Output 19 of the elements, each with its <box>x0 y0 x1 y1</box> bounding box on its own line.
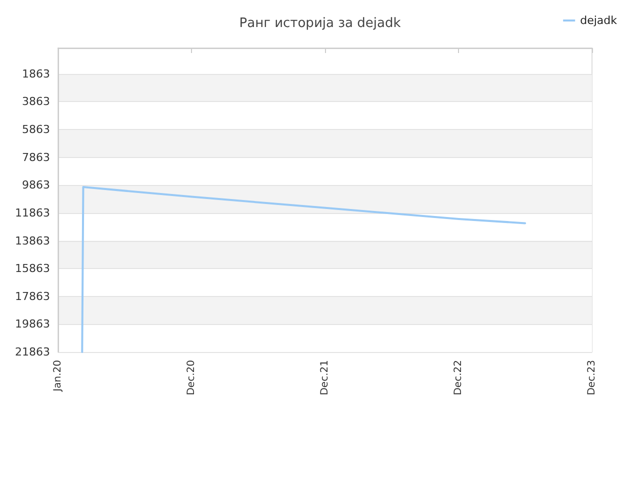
y-tick-label: 5863 <box>22 123 50 136</box>
y-tick-label: 13863 <box>15 234 50 248</box>
y-tick-label: 17863 <box>15 290 50 303</box>
legend-label: dejadk <box>580 14 618 27</box>
y-tick-label: 11863 <box>15 206 50 220</box>
x-tick-label: Dec.20 <box>186 360 197 396</box>
y-tick-label: 15863 <box>15 262 50 276</box>
x-tick-label: Dec.21 <box>320 360 330 396</box>
x-tick-label: Dec.22 <box>453 360 464 396</box>
line-series <box>81 186 526 353</box>
x-tick-label: Dec.23 <box>586 360 598 396</box>
y-tick-label: 19863 <box>15 318 50 331</box>
chart-title: Ранг историја за dejadk <box>239 16 402 31</box>
y-tick-label: 9863 <box>22 178 50 192</box>
y-tick-label: 7863 <box>22 150 50 164</box>
y-tick-label: 3863 <box>22 95 50 108</box>
x-tick-label: Jan.20 <box>52 360 64 392</box>
y-tick-label: 1863 <box>22 67 50 80</box>
y-tick-label: 21863 <box>15 346 50 358</box>
